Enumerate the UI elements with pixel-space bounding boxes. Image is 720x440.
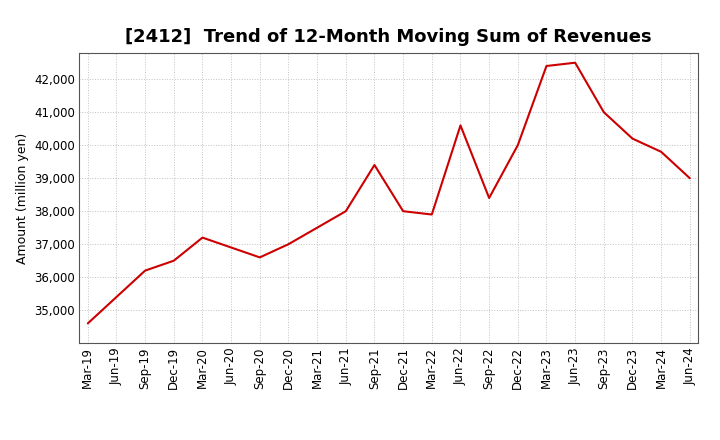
Title: [2412]  Trend of 12-Month Moving Sum of Revenues: [2412] Trend of 12-Month Moving Sum of R…	[125, 28, 652, 46]
Y-axis label: Amount (million yen): Amount (million yen)	[16, 132, 29, 264]
